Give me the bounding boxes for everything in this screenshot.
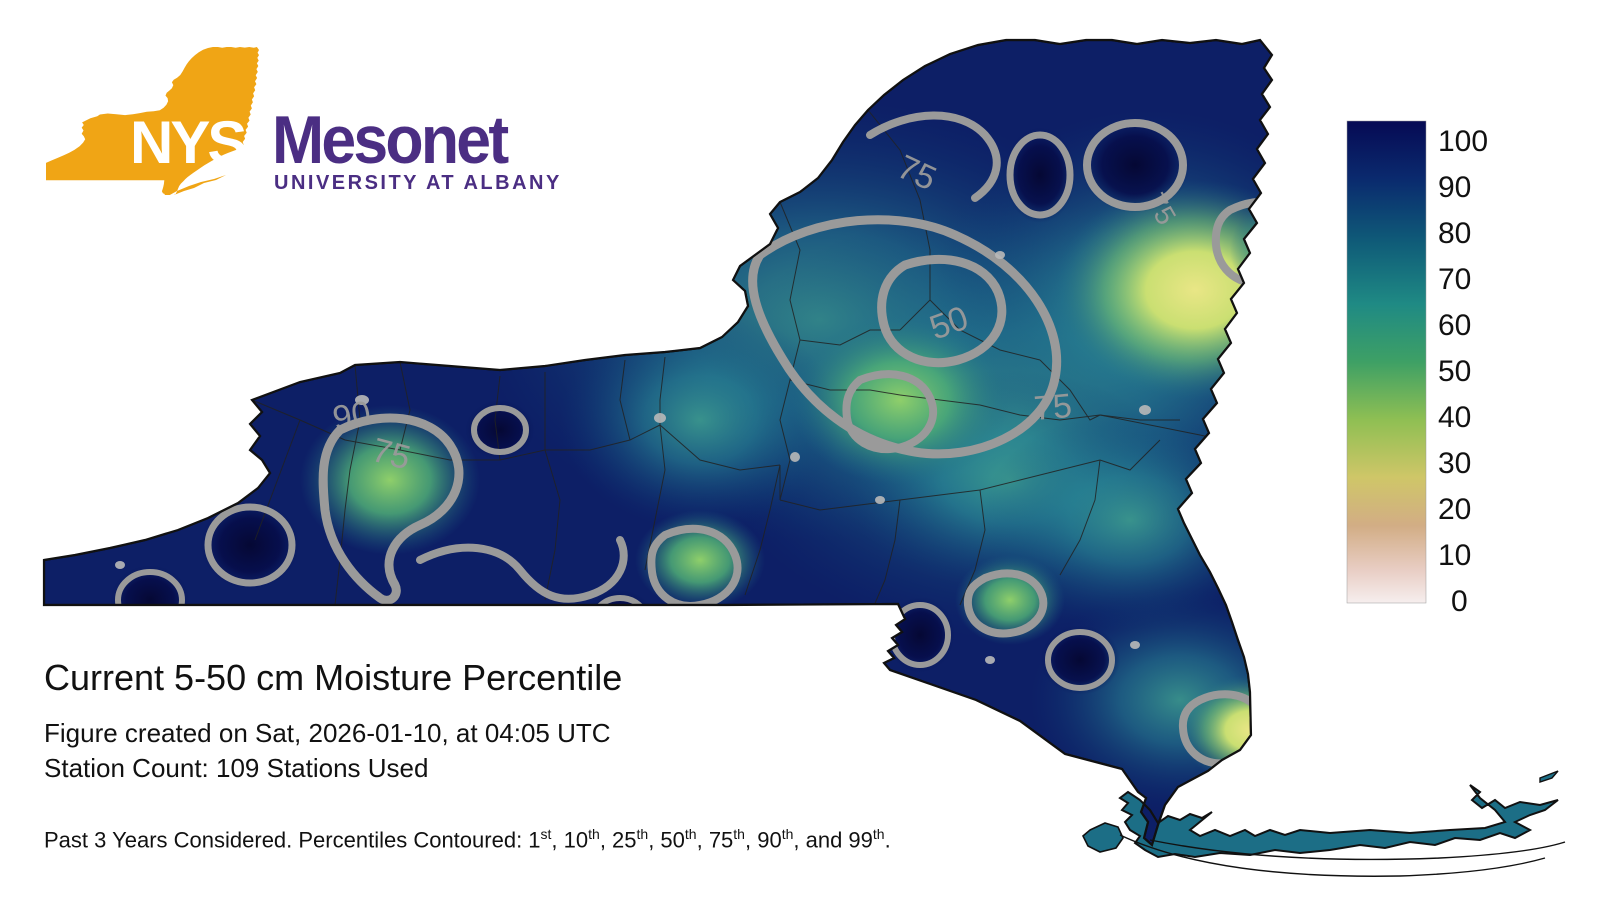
svg-text:75: 75 — [1265, 167, 1318, 220]
svg-text:20: 20 — [1438, 493, 1471, 526]
svg-text:80: 80 — [1438, 217, 1471, 250]
svg-text:0: 0 — [1451, 585, 1468, 618]
svg-text:40: 40 — [1438, 401, 1471, 434]
svg-text:90: 90 — [330, 394, 374, 438]
svg-text:70: 70 — [1438, 263, 1471, 296]
svg-text:60: 60 — [1438, 309, 1471, 342]
svg-text:50: 50 — [1270, 227, 1316, 273]
svg-text:50: 50 — [1438, 355, 1471, 388]
svg-text:30: 30 — [1438, 447, 1471, 480]
svg-text:10: 10 — [1438, 539, 1471, 572]
svg-text:90: 90 — [1438, 171, 1471, 204]
svg-text:100: 100 — [1438, 125, 1488, 158]
svg-text:75: 75 — [1032, 387, 1073, 428]
